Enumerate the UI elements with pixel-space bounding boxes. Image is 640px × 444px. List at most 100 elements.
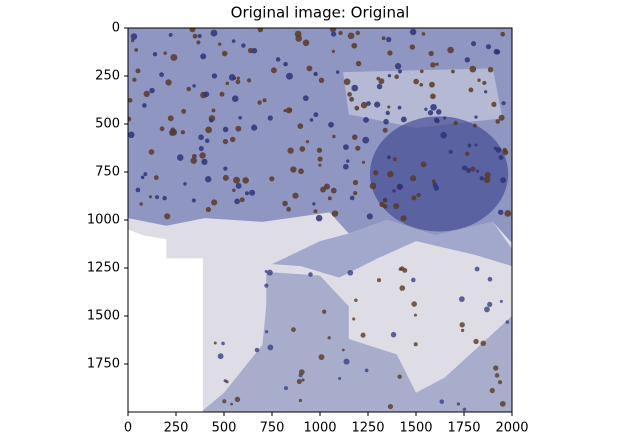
cell [502,147,508,153]
cell [296,379,302,385]
cell [168,32,173,37]
cell [210,29,218,37]
cell [500,177,506,184]
cell [186,86,192,92]
cell [143,90,150,98]
x-tick-label: 500 [212,421,237,436]
cell [431,179,436,184]
cell [283,109,287,113]
cell [338,30,343,36]
cell [315,214,323,222]
cell [387,105,391,109]
cell [462,407,467,412]
cell [484,306,490,313]
cell [257,28,264,33]
cell [379,201,385,208]
cell [235,125,242,132]
cell [494,373,500,378]
cell [135,187,141,193]
cell [500,31,506,37]
cell [387,170,394,178]
cell [327,336,331,340]
cell [191,198,196,203]
cell [262,98,267,103]
cell [221,341,225,346]
cell [143,172,148,177]
cell [467,143,472,148]
cell [128,116,132,122]
cell [275,57,281,62]
cell [221,50,228,57]
cell [200,53,207,60]
cell [251,124,258,131]
cell [421,32,426,36]
cell [327,196,332,201]
cell [383,198,388,203]
cell [413,78,419,85]
cell [267,115,273,121]
cell [410,175,417,182]
cell [464,57,471,63]
cell [472,123,477,128]
cell [298,369,305,376]
x-tick-label: 750 [260,421,285,436]
cell [392,157,397,162]
cell [498,155,504,160]
cell [427,110,434,116]
cell [142,103,147,108]
blank-area [128,229,203,412]
cell [477,78,481,82]
cell [373,170,379,176]
cell [383,118,389,125]
cell [230,136,236,143]
cell [266,269,273,276]
cell [338,376,342,381]
cell [475,169,480,173]
cell [352,179,359,186]
cell [313,112,319,118]
cell [264,283,269,288]
cell [419,82,424,87]
cell [429,81,435,88]
cell [301,378,305,382]
cell [164,213,171,220]
cell [308,272,313,277]
cell [189,28,196,33]
y-tick-label: 1750 [87,357,120,372]
cell [181,108,187,114]
cell [387,403,394,410]
cell [238,116,242,120]
cell [335,70,340,74]
cell [353,190,358,196]
cell [257,100,262,105]
cell [347,269,354,276]
cell [343,358,350,365]
cell [251,47,258,54]
tissue-dense [369,116,509,232]
cell [435,118,440,124]
cell [504,210,512,217]
cell [198,146,204,152]
x-tick-label: 2000 [495,421,528,436]
cell [493,48,500,55]
cell [396,183,404,190]
cell [351,42,358,49]
cell [362,136,370,144]
cell [439,399,445,404]
cell [360,101,368,109]
cell [264,269,268,273]
cell [386,36,392,43]
y-tick-label: 750 [95,165,120,180]
cell [330,31,337,37]
cell [366,213,373,220]
cell [254,347,260,353]
cell [354,105,360,111]
cell [351,134,358,140]
cell [430,62,436,68]
cell [458,296,465,302]
cell [470,166,476,172]
cell [299,146,306,152]
cell [322,309,327,314]
cell [330,187,337,194]
cell [397,374,402,379]
